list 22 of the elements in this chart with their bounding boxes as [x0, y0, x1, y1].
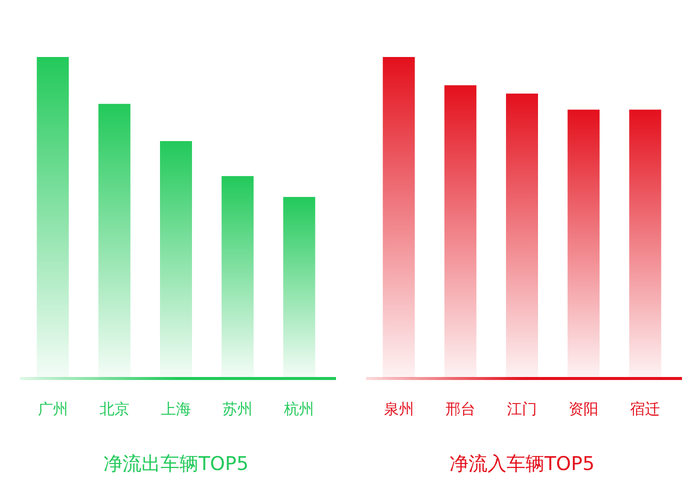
x-tick-label: 上海 [161, 400, 191, 418]
bar [222, 176, 254, 378]
x-tick-label: 资阳 [568, 400, 599, 418]
x-tick-label: 杭州 [283, 400, 314, 418]
bar [36, 57, 69, 378]
x-tick-label: 宿迁 [630, 400, 660, 418]
x-tick-label: 泉州 [384, 400, 414, 418]
x-tick-label: 邢台 [445, 400, 476, 418]
bar [98, 104, 130, 378]
bar [629, 110, 662, 378]
bar [283, 196, 316, 378]
text: 净流入车辆TOP5 [449, 453, 595, 475]
bar [568, 110, 600, 378]
x-tick-label: 苏州 [222, 400, 253, 418]
bar [506, 94, 538, 378]
text: 净流出车辆TOP5 [103, 453, 249, 475]
bar [444, 85, 476, 378]
bar [382, 57, 415, 378]
bar [160, 141, 192, 378]
x-tick-label: 江门 [507, 400, 537, 418]
x-tick-label: 北京 [99, 400, 130, 418]
x-tick-label: 广州 [38, 400, 68, 418]
